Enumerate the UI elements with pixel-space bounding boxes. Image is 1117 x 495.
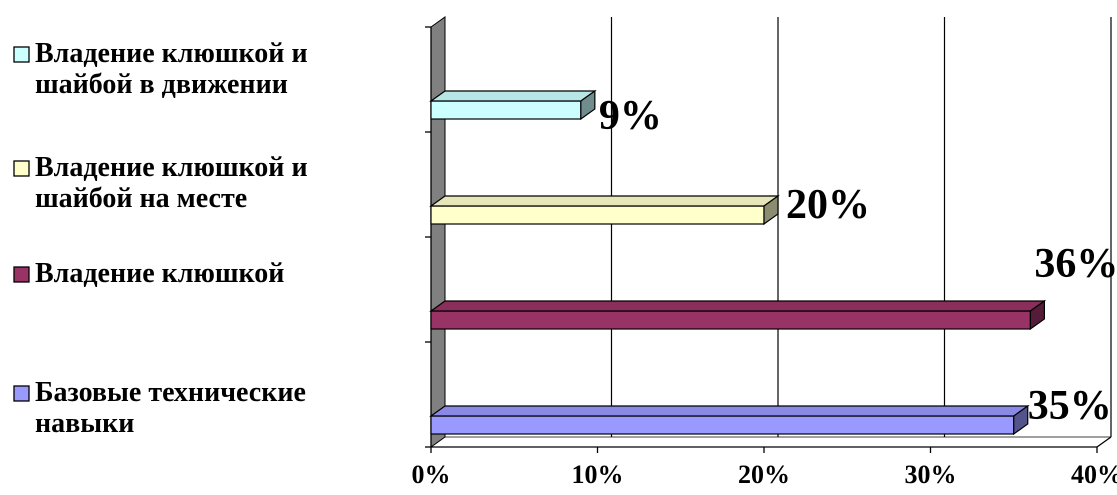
bar-side-2 [763,194,779,226]
bar-0 [430,415,1015,435]
bar-top-2 [429,195,780,207]
legend-label: навыки [35,408,134,439]
legend-swatch-1 [13,266,30,283]
legend-label: шайбой на месте [35,183,247,214]
data-label: 20% [786,182,870,228]
bar-side-0 [1013,404,1029,436]
x-tick-label: 30% [905,460,957,489]
legend-swatch-2 [13,160,30,177]
bar-top-0 [429,405,1030,417]
data-label: 9% [599,93,662,139]
data-label: 36% [1034,241,1117,287]
legend-label: Владение клюшкой [35,258,284,289]
x-tick-label: 20% [738,460,790,489]
floor-right-edge [1096,436,1112,448]
bar-top-3 [429,90,597,102]
bar-1 [430,310,1032,330]
x-tick-label: 0% [412,460,451,489]
legend-label: Владение клюшкой и [35,38,308,69]
legend-label: шайбой в движении [35,69,288,100]
bar-top-1 [429,300,1047,312]
data-label: 35% [1028,383,1112,429]
legend-label: Владение клюшкой и [35,152,308,183]
legend-label: Базовые технические [35,377,306,408]
legend-swatch-0 [13,385,30,402]
bar-side-3 [580,89,596,121]
x-tick-label: 40% [1071,460,1117,489]
bar-3 [430,100,582,120]
legend-swatch-3 [13,46,30,63]
plot-area: 0% 10% 20% 30% 40% 35% 36% 20% 9% [412,16,1117,489]
left-wall [430,16,446,448]
bar-2 [430,205,765,225]
bar-side-1 [1029,299,1046,331]
x-tick-label: 10% [572,460,624,489]
